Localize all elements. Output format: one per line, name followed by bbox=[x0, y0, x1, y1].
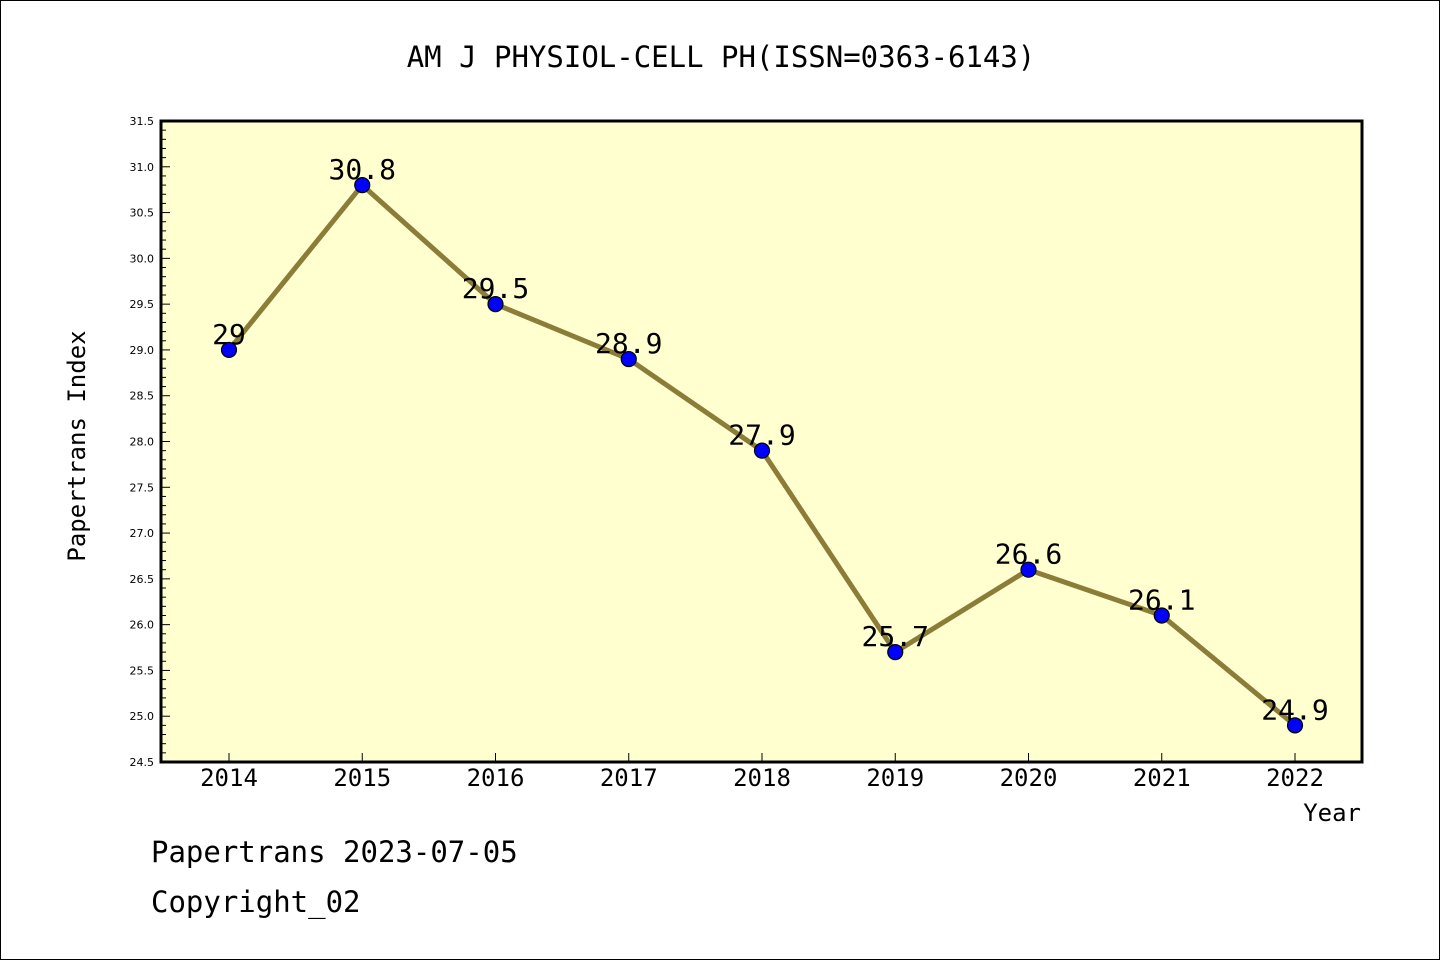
x-tick-label: 2022 bbox=[1266, 764, 1324, 792]
x-axis: 2014 2015 2016 2017 2018 2019 2020 2021 2022 bbox=[200, 753, 1324, 792]
data-label: 29.5 bbox=[462, 272, 529, 305]
y-tick-label: 31.5 bbox=[130, 115, 155, 128]
y-tick-label: 28.5 bbox=[130, 390, 155, 403]
y-tick-label: 30.5 bbox=[130, 207, 155, 220]
y-tick-label: 28.0 bbox=[130, 436, 155, 449]
footer-date-text: Papertrans 2023-07-05 bbox=[151, 835, 518, 869]
data-label: 25.7 bbox=[862, 620, 929, 653]
data-label: 26.6 bbox=[995, 538, 1062, 571]
y-tick-label: 24.5 bbox=[130, 756, 155, 769]
data-label: 30.8 bbox=[329, 153, 396, 186]
data-label: 28.9 bbox=[595, 327, 662, 360]
y-axis-label: Papertrans Index bbox=[63, 330, 91, 561]
y-tick-label: 31.0 bbox=[130, 161, 155, 174]
data-markers bbox=[220, 177, 1304, 734]
data-point bbox=[887, 644, 904, 661]
x-tick-label: 2020 bbox=[1000, 764, 1058, 792]
x-tick-label: 2015 bbox=[333, 764, 391, 792]
data-point bbox=[1153, 607, 1170, 624]
x-axis-label: Year bbox=[1303, 799, 1361, 827]
chart-title: AM J PHYSIOL-CELL PH(ISSN=0363-6143) bbox=[407, 40, 1036, 74]
x-tick-label: 2016 bbox=[467, 764, 525, 792]
data-label: 29 bbox=[212, 318, 246, 351]
x-tick-label: 2018 bbox=[733, 764, 791, 792]
y-tick-label: 25.5 bbox=[130, 664, 155, 677]
y-tick-label: 29.0 bbox=[130, 344, 155, 357]
data-point bbox=[620, 350, 637, 368]
data-point bbox=[1286, 717, 1304, 734]
plot-area bbox=[161, 121, 1362, 762]
y-tick-label: 29.5 bbox=[130, 298, 155, 311]
data-point bbox=[487, 296, 504, 313]
y-axis: 24.5 25.0 25.5 26.0 26.5 27.0 27.5 28.0 28.5 29.0… bbox=[130, 115, 170, 769]
y-tick-label: 30.0 bbox=[130, 252, 155, 265]
y-tick-label: 25.0 bbox=[130, 710, 155, 723]
footer-copyright-text: Copyright_02 bbox=[151, 885, 361, 919]
x-tick-label: 2021 bbox=[1133, 764, 1191, 792]
x-tick-label: 2017 bbox=[600, 764, 658, 792]
plot-frame bbox=[159, 119, 1364, 764]
data-point bbox=[220, 341, 238, 359]
data-label: 27.9 bbox=[728, 419, 795, 452]
x-tick-label: 2019 bbox=[866, 764, 924, 792]
data-point bbox=[1020, 561, 1037, 578]
y-tick-label: 26.0 bbox=[130, 619, 155, 632]
data-label: 24.9 bbox=[1261, 693, 1328, 726]
y-tick-label: 26.5 bbox=[130, 573, 155, 586]
data-labels: 29 30.8 29.5 28.9 27.9 25.7 26.6 26.1 24.9 bbox=[212, 153, 1329, 726]
x-tick-label: 2014 bbox=[200, 764, 258, 792]
data-point bbox=[753, 442, 771, 459]
data-label: 26.1 bbox=[1128, 583, 1195, 616]
y-tick-label: 27.0 bbox=[130, 527, 155, 540]
y-tick-label: 27.5 bbox=[130, 481, 155, 494]
data-point bbox=[354, 177, 371, 194]
